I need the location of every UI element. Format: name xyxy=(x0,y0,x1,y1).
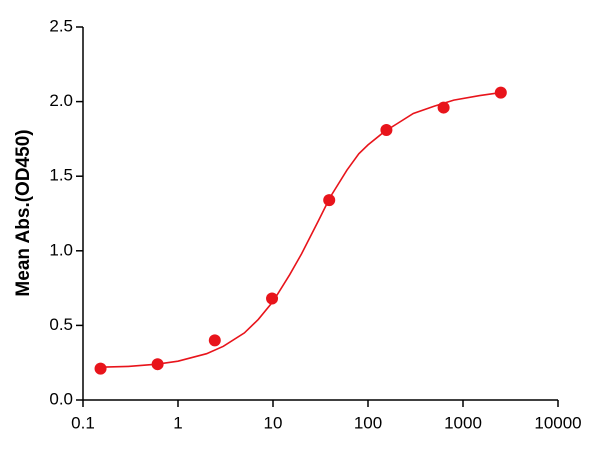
y-tick-label: 2.0 xyxy=(49,91,73,110)
x-tick-label: 1000 xyxy=(444,413,482,432)
y-tick-label: 1.5 xyxy=(49,166,73,185)
x-tick-label: 10 xyxy=(264,413,283,432)
y-tick-label: 0.5 xyxy=(49,315,73,334)
y-axis-label: Mean Abs.(OD450) xyxy=(13,129,34,296)
data-point xyxy=(266,292,279,305)
y-tick-label: 2.5 xyxy=(49,16,73,35)
y-tick-label: 0.0 xyxy=(49,389,73,408)
fit-curve xyxy=(99,91,501,368)
data-point xyxy=(94,362,107,375)
x-tick-label: 1 xyxy=(173,413,182,432)
x-tick-label: 0.1 xyxy=(71,413,95,432)
y-tick-label: 1.0 xyxy=(49,240,73,259)
data-point xyxy=(208,334,221,347)
x-tick-label: 100 xyxy=(354,413,382,432)
x-tick-label: 10000 xyxy=(534,413,581,432)
